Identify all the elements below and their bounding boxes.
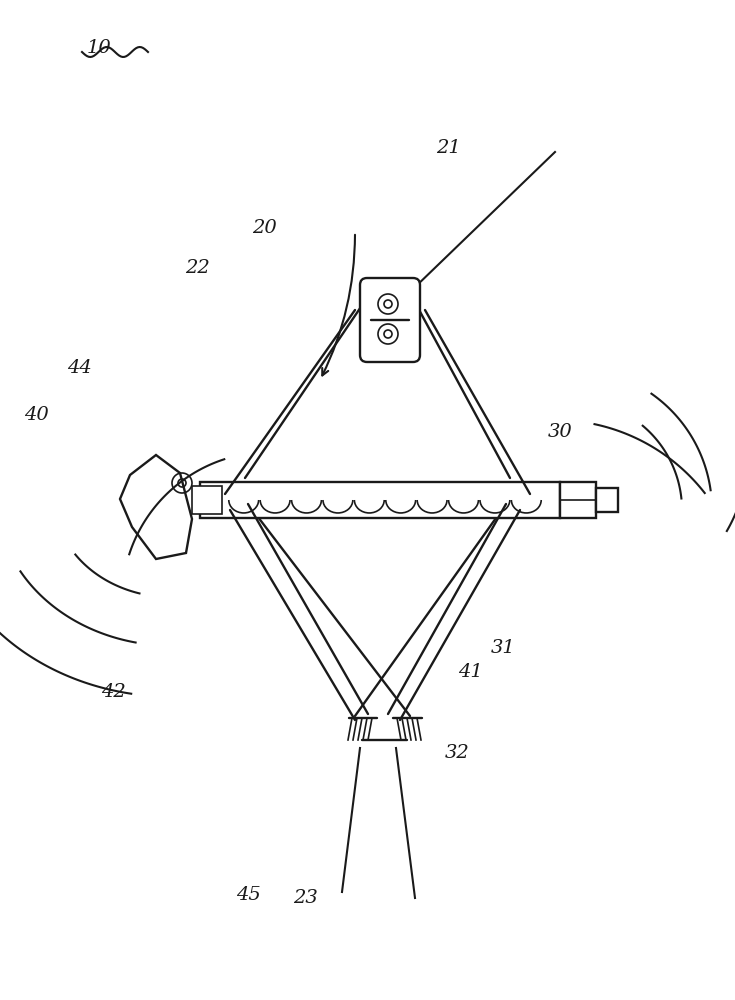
Bar — [560, 482, 596, 518]
Text: 40: 40 — [24, 406, 49, 424]
Text: 42: 42 — [101, 683, 126, 701]
Text: 44: 44 — [67, 359, 92, 377]
Text: 32: 32 — [445, 744, 470, 762]
Text: 23: 23 — [293, 889, 318, 907]
Bar — [192, 486, 222, 514]
Text: 31: 31 — [491, 639, 516, 657]
Bar — [200, 482, 560, 518]
Text: 20: 20 — [252, 219, 277, 237]
FancyBboxPatch shape — [360, 278, 420, 362]
Text: 22: 22 — [184, 259, 209, 277]
Text: 30: 30 — [548, 423, 573, 441]
Bar — [596, 488, 618, 512]
Text: 41: 41 — [458, 663, 483, 681]
Text: 21: 21 — [436, 139, 461, 157]
Text: 45: 45 — [236, 886, 261, 904]
Text: 10: 10 — [87, 39, 112, 57]
